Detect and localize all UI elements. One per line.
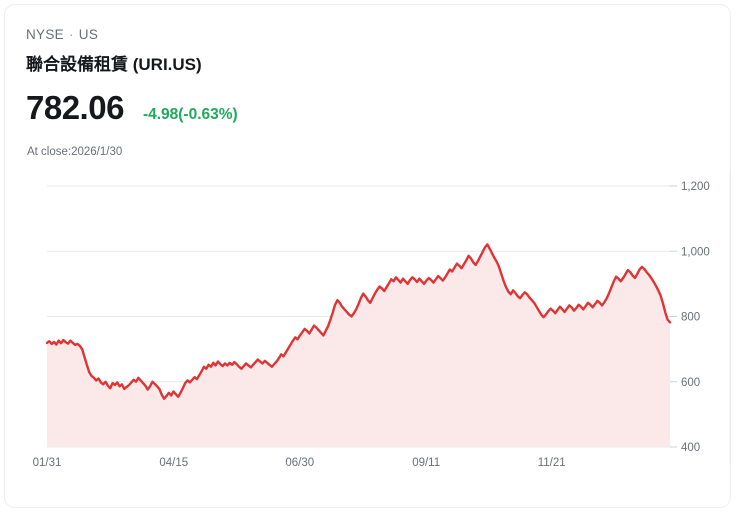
y-axis-label: 1,200 [681, 181, 710, 193]
price-row: 782.06 -4.98(-0.63%) [26, 91, 238, 124]
exchange-region: NYSE · US [26, 27, 98, 42]
chart-x-axis-labels: 01/31 04/15 06/30 09/11 11/21 [33, 457, 566, 469]
chart-svg[interactable]: 400 600 800 1,000 1,200 01/31 04/15 06/30 09/11… [5, 165, 731, 485]
x-axis-label: 11/21 [538, 457, 566, 469]
at-close-timestamp: At close:2026/1/30 [27, 146, 123, 158]
x-axis-label: 09/11 [412, 457, 440, 469]
y-axis-label: 400 [681, 442, 700, 454]
region-label: US [78, 27, 99, 42]
x-axis-label: 06/30 [285, 457, 314, 469]
exchange-label: NYSE [26, 27, 64, 42]
y-axis-label: 1,000 [681, 246, 710, 258]
price-change: -4.98(-0.63%) [142, 106, 238, 123]
page-title: 聯合設備租賃 (URI.US) [26, 55, 202, 74]
exchange-separator: · [68, 27, 74, 42]
y-axis-label: 600 [681, 377, 700, 389]
x-axis-label: 04/15 [159, 457, 188, 469]
price-chart[interactable]: 400 600 800 1,000 1,200 01/31 04/15 06/30 09/11… [5, 165, 731, 485]
stock-quote-card: NYSE · US 聯合設備租賃 (URI.US) 782.06 -4.98(-0.… [4, 4, 731, 508]
chart-area-fill [47, 244, 670, 447]
chart-line [45, 243, 672, 400]
x-axis-label: 01/31 [33, 457, 62, 469]
chart-y-axis-labels: 400 600 800 1,000 1,200 [681, 181, 710, 454]
y-axis-label: 800 [681, 312, 700, 324]
current-price: 782.06 [26, 89, 124, 126]
